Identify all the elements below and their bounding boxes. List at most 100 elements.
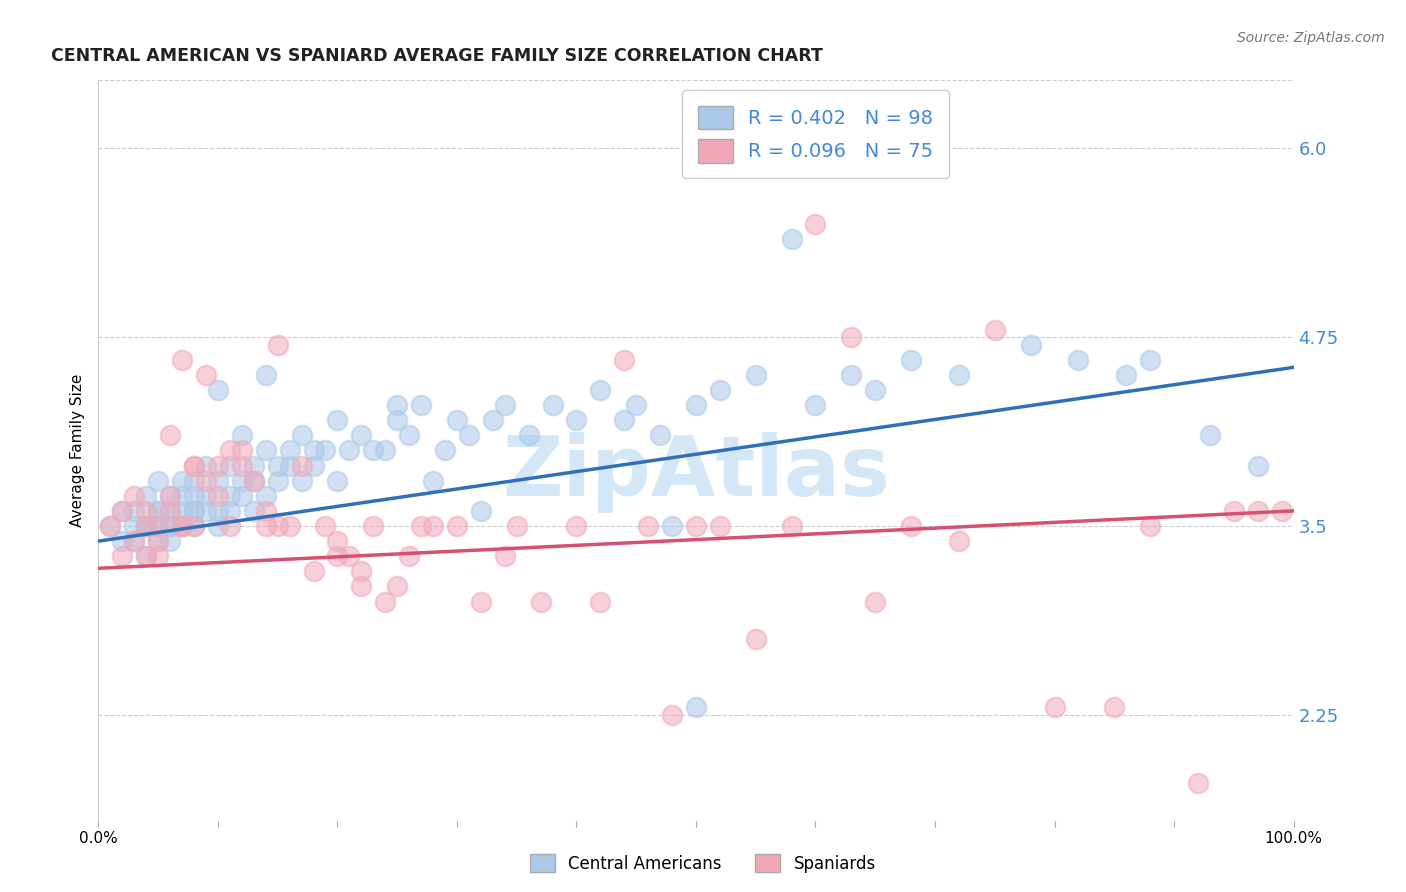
Point [159, 534, 181, 549]
Point [278, 443, 301, 458]
Point [385, 413, 409, 427]
Point [267, 519, 290, 533]
Point [219, 504, 242, 518]
Point [278, 458, 301, 473]
Point [124, 519, 146, 533]
Point [315, 519, 337, 533]
Point [291, 428, 314, 442]
Point [172, 519, 194, 533]
Point [1223, 504, 1246, 518]
Point [195, 489, 218, 503]
Point [98, 519, 122, 533]
Point [124, 489, 146, 503]
Point [494, 398, 516, 412]
Point [350, 428, 373, 442]
Point [398, 549, 420, 564]
Point [231, 428, 253, 442]
Point [326, 534, 349, 549]
Text: Source: ZipAtlas.com: Source: ZipAtlas.com [1237, 31, 1385, 45]
Point [207, 489, 229, 503]
Point [195, 368, 218, 382]
Point [219, 443, 242, 458]
Point [231, 443, 253, 458]
Point [565, 413, 588, 427]
Point [1247, 458, 1270, 473]
Point [315, 443, 337, 458]
Point [302, 458, 325, 473]
Point [207, 504, 229, 518]
Point [172, 489, 194, 503]
Point [948, 534, 970, 549]
Point [709, 519, 731, 533]
Point [422, 474, 444, 488]
Y-axis label: Average Family Size: Average Family Size [69, 374, 84, 527]
Point [148, 474, 170, 488]
Point [219, 519, 242, 533]
Point [398, 428, 420, 442]
Point [207, 474, 229, 488]
Point [804, 217, 827, 231]
Point [243, 458, 266, 473]
Point [326, 549, 349, 564]
Point [302, 443, 325, 458]
Point [243, 474, 266, 488]
Point [685, 519, 707, 533]
Point [183, 458, 205, 473]
Point [195, 474, 218, 488]
Point [541, 398, 564, 412]
Point [1247, 504, 1270, 518]
Point [159, 504, 181, 518]
Point [613, 352, 636, 367]
Point [458, 428, 481, 442]
Point [267, 337, 290, 351]
Point [841, 330, 863, 344]
Point [148, 534, 170, 549]
Text: CENTRAL AMERICAN VS SPANIARD AVERAGE FAMILY SIZE CORRELATION CHART: CENTRAL AMERICAN VS SPANIARD AVERAGE FAM… [51, 47, 823, 65]
Point [1104, 700, 1126, 714]
Point [780, 519, 803, 533]
Point [1199, 428, 1222, 442]
Point [411, 519, 433, 533]
Point [183, 504, 205, 518]
Point [411, 398, 433, 412]
Point [243, 474, 266, 488]
Point [207, 383, 229, 397]
Point [219, 458, 242, 473]
Point [565, 519, 588, 533]
Point [254, 443, 277, 458]
Point [111, 534, 134, 549]
Point [111, 504, 134, 518]
Point [339, 443, 361, 458]
Point [530, 594, 553, 608]
Point [98, 519, 122, 533]
Point [267, 474, 290, 488]
Point [148, 504, 170, 518]
Point [1139, 352, 1161, 367]
Point [363, 443, 385, 458]
Point [172, 352, 194, 367]
Point [148, 549, 170, 564]
Point [1043, 700, 1066, 714]
Point [267, 458, 290, 473]
Point [350, 565, 373, 579]
Point [685, 700, 707, 714]
Point [1019, 337, 1042, 351]
Point [231, 474, 253, 488]
Point [422, 519, 444, 533]
Point [135, 549, 157, 564]
Point [124, 534, 146, 549]
Point [374, 594, 396, 608]
Point [159, 519, 181, 533]
Point [159, 519, 181, 533]
Point [183, 458, 205, 473]
Point [159, 489, 181, 503]
Point [841, 368, 863, 382]
Point [626, 398, 648, 412]
Point [291, 458, 314, 473]
Point [745, 368, 768, 382]
Point [900, 352, 922, 367]
Point [278, 519, 301, 533]
Point [135, 519, 157, 533]
Point [685, 398, 707, 412]
Point [195, 458, 218, 473]
